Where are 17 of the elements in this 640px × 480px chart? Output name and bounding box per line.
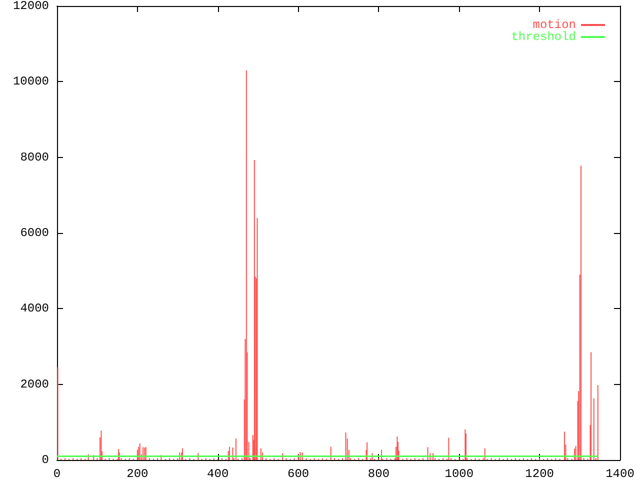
x-tick-label: 800 (368, 467, 390, 480)
y-tick-label: 10000 (12, 74, 49, 89)
x-tick-label: 0 (53, 467, 61, 480)
x-tick-label: 1400 (606, 467, 634, 480)
x-tick-label: 1200 (525, 467, 554, 480)
x-tick-label: 1000 (444, 467, 474, 480)
x-tick-label: 600 (287, 467, 310, 480)
x-tick-label: 400 (207, 467, 229, 480)
y-tick-label: 12000 (12, 0, 49, 13)
y-tick-label: 0 (42, 453, 49, 467)
y-tick-label: 6000 (20, 226, 49, 240)
y-tick-label: 8000 (20, 150, 49, 164)
legend-label: threshold (511, 30, 576, 44)
y-tick-label: 4000 (20, 302, 49, 316)
legend-label: motion (532, 18, 576, 32)
x-tick-label: 200 (126, 467, 148, 480)
y-tick-label: 2000 (20, 377, 49, 392)
